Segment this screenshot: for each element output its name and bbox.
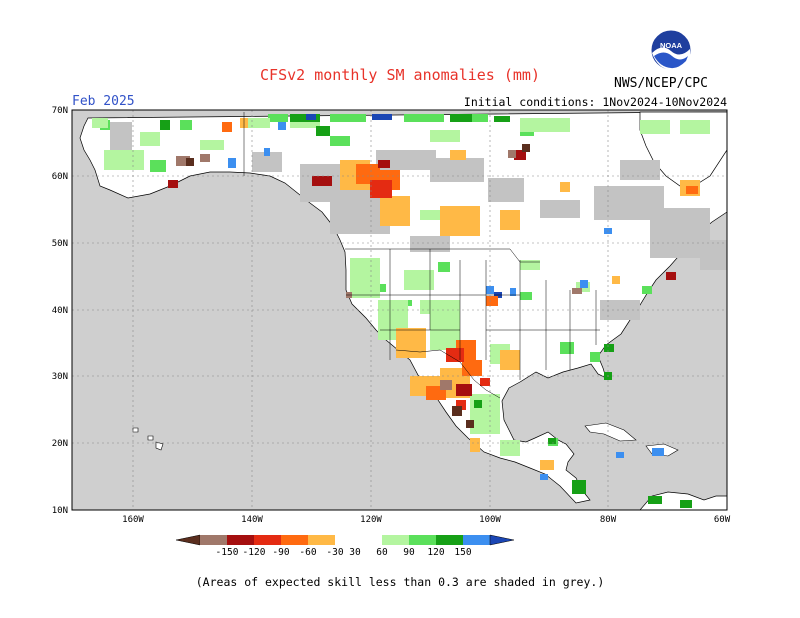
initial-conditions-label: Initial conditions: 1Nov2024-10Nov2024 [463,95,727,109]
map-title: CFSv2 monthly SM anomalies (mm) [260,66,540,84]
colorbar-arrow-left [175,534,201,546]
colorbar: -150 -120 -90 -60 -30 30 60 90 120 150 [175,534,515,558]
agency-label: NWS/NCEP/CPC [614,76,708,91]
colorbar-label: 150 [454,547,471,558]
colorbar-arrow-right [489,534,515,546]
colorbar-swatch [436,535,463,545]
colorbar-label: -60 [299,547,316,558]
colorbar-label: 90 [403,547,415,558]
graticule [72,110,727,510]
colorbar-swatch [463,535,490,545]
lat-label: 70N [52,106,68,116]
longitude-labels: 160W 140W 120W 100W 80W 60W [122,515,731,525]
latitude-labels: 70N 60N 50N 40N 30N 20N 10N [52,106,68,516]
cuba-land [584,422,637,442]
lon-label: 160W [122,515,144,525]
colorbar-label: -120 [243,547,266,558]
colorbar-label: -150 [216,547,239,558]
colorbar-swatch [281,535,308,545]
lat-label: 40N [52,306,68,316]
colorbar-swatch [254,535,281,545]
lon-label: 140W [241,515,263,525]
colorbar-swatch [308,535,335,545]
low-skill-grey-areas [110,122,727,320]
lon-label: 100W [479,515,501,525]
colorbar-swatch [409,535,436,545]
lat-label: 10N [52,506,68,516]
colorbar-label: 60 [376,547,388,558]
skill-footnote: (Areas of expected skill less than 0.3 a… [195,575,605,589]
colorbar-swatch [200,535,227,545]
colorbar-swatch [227,535,254,545]
valid-month-label: Feb 2025 [72,94,135,109]
lat-label: 60N [52,172,68,182]
lon-label: 60W [714,515,731,525]
colorbar-swatch [355,535,382,545]
lat-label: 50N [52,239,68,249]
anomaly-cells [92,114,710,508]
lon-label: 120W [360,515,382,525]
colorbar-label: 30 [349,547,361,558]
noaa-logo-text: NOAA [660,41,683,50]
map-frame [71,109,728,511]
lon-label: 80W [600,515,617,525]
colorbar-label: -30 [326,547,343,558]
political-boundaries [243,112,600,399]
colorbar-label: 120 [427,547,444,558]
colorbar-swatch [382,535,409,545]
lat-label: 30N [52,372,68,382]
colorbar-label: -90 [272,547,289,558]
lat-label: 20N [52,439,68,449]
noaa-logo: NOAA [650,29,692,71]
